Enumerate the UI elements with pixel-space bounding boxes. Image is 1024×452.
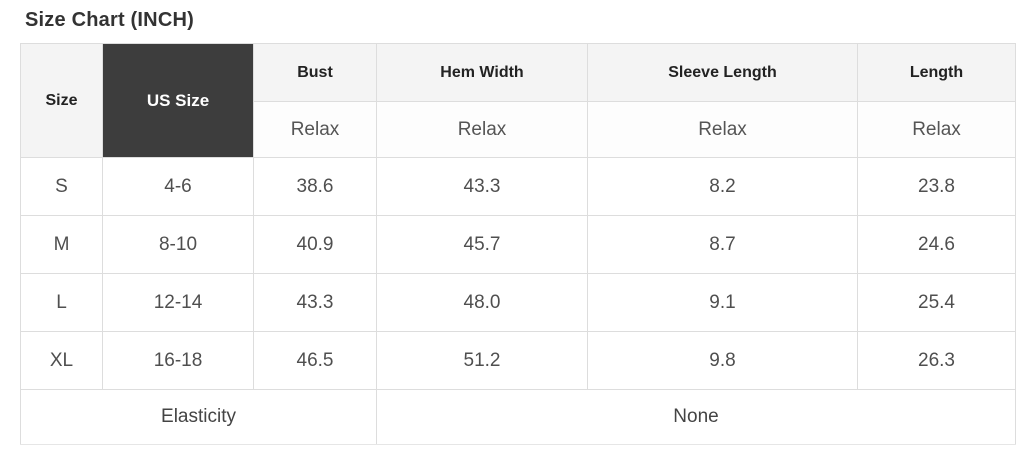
- col-header-length: Length: [857, 43, 1016, 102]
- col-header-sleeve-length: Sleeve Length: [587, 43, 858, 102]
- cell-us-size: 12-14: [102, 273, 254, 332]
- fit-cell-hem-width: Relax: [376, 101, 588, 158]
- table-row-l: L 12-14 43.3 48.0 9.1 25.4: [20, 273, 1016, 332]
- cell-us-size: 4-6: [102, 157, 254, 216]
- cell-size: S: [20, 157, 103, 216]
- cell-size: XL: [20, 331, 103, 390]
- table-row-m: M 8-10 40.9 45.7 8.7 24.6: [20, 215, 1016, 274]
- cell-length: 25.4: [857, 273, 1016, 332]
- cell-bust: 38.6: [253, 157, 377, 216]
- cell-us-size: 8-10: [102, 215, 254, 274]
- fit-cell-sleeve-length: Relax: [587, 101, 858, 158]
- fit-cell-length: Relax: [857, 101, 1016, 158]
- cell-sleeve-length: 8.2: [587, 157, 858, 216]
- table-row-s: S 4-6 38.6 43.3 8.2 23.8: [20, 157, 1016, 216]
- cell-size: M: [20, 215, 103, 274]
- table-row-xl: XL 16-18 46.5 51.2 9.8 26.3: [20, 331, 1016, 390]
- cell-us-size: 16-18: [102, 331, 254, 390]
- fit-cell-bust: Relax: [253, 101, 377, 158]
- col-header-bust: Bust: [253, 43, 377, 102]
- cell-length: 23.8: [857, 157, 1016, 216]
- elasticity-value: None: [376, 389, 1016, 445]
- page-title: Size Chart (INCH): [25, 9, 194, 31]
- cell-bust: 46.5: [253, 331, 377, 390]
- cell-sleeve-length: 9.1: [587, 273, 858, 332]
- cell-bust: 40.9: [253, 215, 377, 274]
- elasticity-label: Elasticity: [20, 389, 377, 445]
- col-header-hem-width: Hem Width: [376, 43, 588, 102]
- fit-row: Relax Relax Relax Relax: [21, 101, 1016, 158]
- cell-size: L: [20, 273, 103, 332]
- cell-hem-width: 43.3: [376, 157, 588, 216]
- elasticity-row: Elasticity None: [20, 389, 1016, 445]
- cell-hem-width: 51.2: [376, 331, 588, 390]
- cell-length: 24.6: [857, 215, 1016, 274]
- cell-length: 26.3: [857, 331, 1016, 390]
- cell-sleeve-length: 8.7: [587, 215, 858, 274]
- col-header-us-size: US Size: [102, 43, 254, 158]
- cell-hem-width: 48.0: [376, 273, 588, 332]
- cell-sleeve-length: 9.8: [587, 331, 858, 390]
- col-header-size: Size: [20, 43, 103, 158]
- size-chart-table: Size US Size Bust Hem Width Sleeve Lengt…: [20, 43, 1016, 445]
- cell-hem-width: 45.7: [376, 215, 588, 274]
- header-row: Size US Size Bust Hem Width Sleeve Lengt…: [20, 43, 1016, 158]
- cell-bust: 43.3: [253, 273, 377, 332]
